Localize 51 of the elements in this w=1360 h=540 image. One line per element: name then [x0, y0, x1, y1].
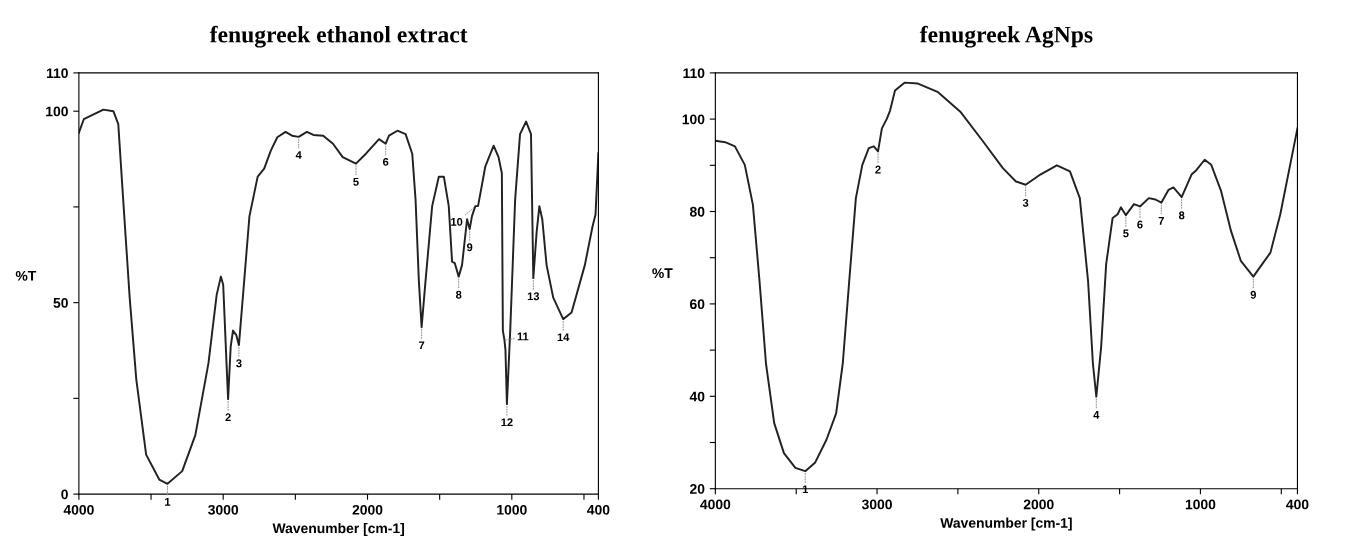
line-series	[715, 81, 1298, 473]
annotation: 6	[383, 157, 389, 166]
x-axis-title: Wavenumber [cm-1]	[272, 523, 404, 536]
y-tick-label: 20	[689, 484, 705, 494]
annotation: 12	[501, 418, 513, 427]
annotation: 9	[466, 243, 473, 252]
chart-title: fenugreek AgNps	[919, 25, 1093, 48]
annotation: 2	[875, 165, 881, 174]
y-tick-label: 100	[682, 114, 705, 125]
annotation: 10	[451, 217, 463, 226]
annotation: 3	[236, 359, 242, 368]
annotation: 1	[802, 485, 809, 494]
x-tick-label: 3000	[208, 504, 239, 515]
y-tick-label: 110	[683, 68, 705, 79]
y-tick-label: 40	[689, 391, 705, 402]
y-tick-label: 0	[61, 489, 68, 500]
annotation: 1	[165, 498, 171, 506]
annotation: 11	[517, 332, 529, 341]
annotation: 7	[1158, 217, 1164, 225]
x-tick-label: 400	[587, 504, 610, 515]
annotation: 9	[1250, 290, 1256, 299]
y-axis-title: %T	[15, 270, 37, 281]
annotation: 2	[225, 413, 231, 422]
chart-title: fenugreek ethanol extract	[209, 25, 468, 48]
annotation: 5	[353, 177, 359, 186]
annotation: 3	[1022, 198, 1029, 207]
y-tick-label: 60	[690, 299, 705, 310]
annotation: 7	[419, 341, 425, 350]
line-series	[78, 108, 599, 485]
x-tick-label: 2000	[1023, 499, 1054, 510]
annotation: 4	[1093, 411, 1100, 419]
x-tick-label: 4000	[700, 499, 731, 510]
x-tick-label: 4000	[63, 504, 94, 515]
annotation: 6	[1137, 220, 1143, 229]
annotation: 4	[295, 151, 302, 159]
y-tick-label: 50	[53, 297, 68, 308]
y-tick-label: 100	[46, 106, 68, 117]
x-tick-label: 3000	[861, 499, 892, 510]
x-tick-label: 400	[1286, 499, 1309, 510]
annotation: 14	[557, 333, 570, 342]
annotation: 8	[1178, 211, 1185, 220]
annotation: 5	[1123, 229, 1129, 238]
y-tick-label: 110	[46, 68, 68, 79]
annotation: 8	[455, 290, 462, 299]
x-tick-label: 2000	[352, 504, 383, 515]
x-tick-label: 1000	[497, 504, 527, 515]
annotation: 13	[527, 292, 540, 301]
x-tick-label: 1000	[1185, 499, 1216, 510]
x-axis-title: Wavenumber [cm-1]	[940, 517, 1072, 531]
y-tick-label: 80	[689, 206, 705, 217]
y-axis-title: %T	[652, 268, 673, 279]
